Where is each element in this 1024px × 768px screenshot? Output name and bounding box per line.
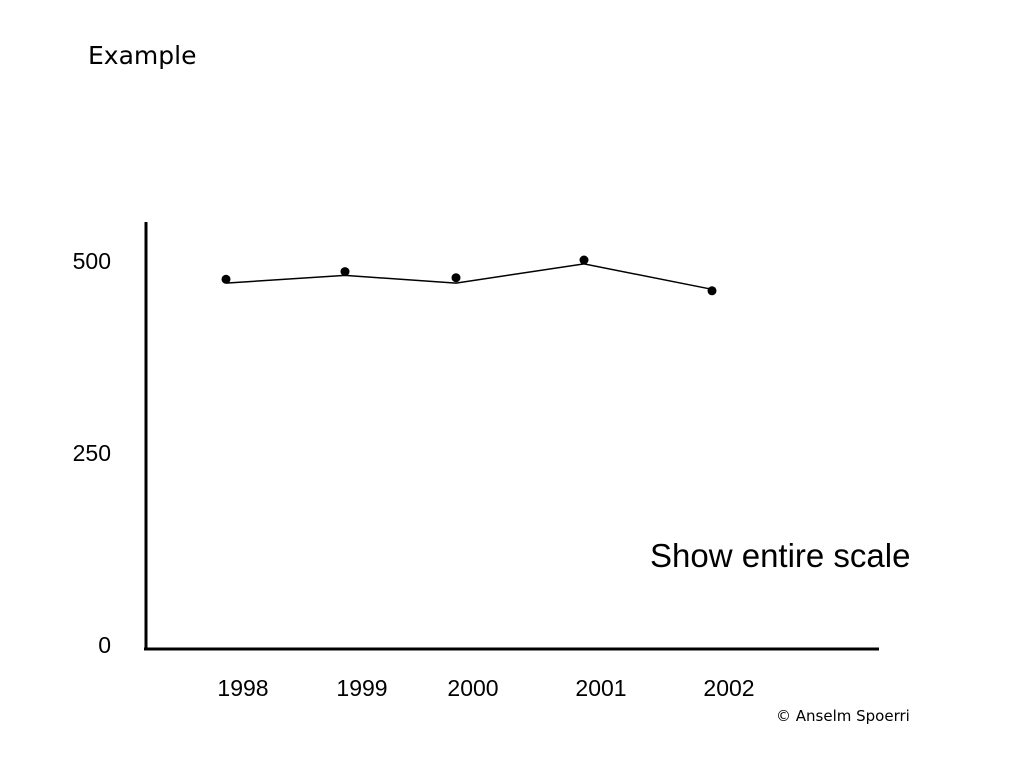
series-line xyxy=(225,263,713,291)
data-point xyxy=(340,267,350,277)
slide-title: Example xyxy=(88,41,197,70)
y-tick-labels: 0 250 500 xyxy=(73,248,111,658)
copyright-notice: © Anselm Spoerri xyxy=(776,707,910,725)
data-point xyxy=(579,255,589,265)
y-tick-label: 0 xyxy=(98,632,111,658)
data-point xyxy=(451,273,461,283)
data-point xyxy=(707,286,717,296)
x-tick-label: 2002 xyxy=(703,675,754,701)
x-tick-label: 1999 xyxy=(336,675,387,701)
x-tick-labels: 1998 1999 2000 2001 2002 xyxy=(217,675,754,701)
chart-annotation: Show entire scale xyxy=(650,537,911,574)
data-point xyxy=(221,274,231,284)
y-tick-label: 500 xyxy=(73,248,111,274)
series-layer xyxy=(221,255,717,296)
x-tick-label: 2001 xyxy=(575,675,626,701)
x-tick-label: 1998 xyxy=(217,675,268,701)
y-tick-label: 250 xyxy=(73,440,111,466)
x-tick-label: 2000 xyxy=(447,675,498,701)
